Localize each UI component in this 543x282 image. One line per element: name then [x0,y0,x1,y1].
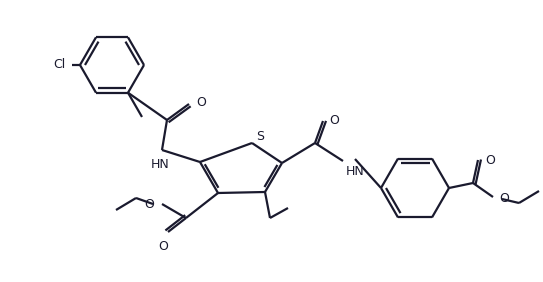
Text: O: O [499,191,509,204]
Text: O: O [329,113,339,127]
Text: S: S [256,129,264,142]
Text: HN: HN [150,158,169,171]
Text: Cl: Cl [54,58,66,72]
Text: HN: HN [346,165,365,178]
Text: O: O [158,240,168,253]
Text: O: O [485,153,495,166]
Text: O: O [196,96,206,109]
Text: O: O [144,199,154,212]
